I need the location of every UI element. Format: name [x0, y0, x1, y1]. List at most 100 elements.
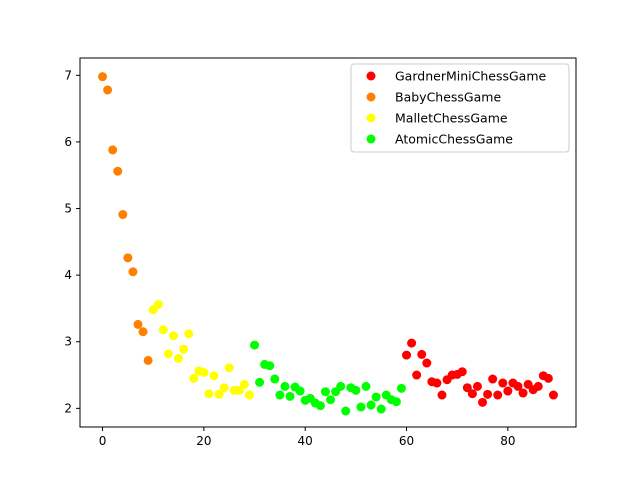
legend-label: AtomicChessGame [395, 132, 513, 147]
data-point [320, 387, 330, 397]
data-point [533, 381, 543, 391]
axes: 0 20 40 60 80 2 3 4 5 6 7 [64, 57, 577, 448]
legend-item: GardnerMiniChessGame [366, 69, 546, 84]
data-point [488, 374, 498, 384]
data-point [219, 383, 229, 393]
y-tick-label: 2 [64, 401, 72, 415]
data-point [498, 378, 508, 388]
data-point [214, 389, 224, 399]
data-point [143, 355, 153, 365]
data-point [478, 397, 488, 407]
data-point [417, 349, 427, 359]
data-point [376, 404, 386, 414]
legend-item: MalletChessGame [366, 111, 508, 126]
data-point [462, 383, 472, 393]
legend: GardnerMiniChessGame BabyChessGame MalletC… [350, 63, 570, 153]
data-point [189, 373, 199, 383]
series-0 [402, 338, 558, 407]
data-point [179, 344, 189, 354]
data-point [250, 340, 260, 350]
data-point [265, 361, 275, 371]
data-point [432, 378, 442, 388]
data-point [351, 385, 361, 395]
data-point [396, 383, 406, 393]
y-tick-label: 5 [64, 202, 72, 216]
y-tick-label: 6 [64, 135, 72, 149]
legend-label: MalletChessGame [395, 111, 508, 126]
data-point [391, 397, 401, 407]
data-point [113, 166, 123, 176]
data-point [138, 327, 148, 337]
data-point [467, 389, 477, 399]
data-point [158, 325, 168, 335]
data-point [255, 377, 265, 387]
legend-label: BabyChessGame [395, 90, 501, 105]
data-point [513, 381, 523, 391]
data-point [336, 381, 346, 391]
data-point [239, 379, 249, 389]
data-point [412, 370, 422, 380]
data-point [103, 85, 113, 95]
x-tick-label: 0 [99, 434, 107, 448]
data-point [315, 401, 325, 411]
data-point [174, 353, 184, 363]
data-point [285, 391, 295, 401]
data-point [108, 145, 118, 155]
legend-marker [366, 92, 376, 102]
series-3 [250, 340, 406, 416]
data-point [371, 392, 381, 402]
data-point [422, 358, 432, 368]
series-2 [148, 299, 254, 400]
y-tick-label: 3 [64, 335, 72, 349]
data-point [366, 400, 376, 410]
data-point [98, 72, 108, 82]
data-point [280, 381, 290, 391]
legend-marker [366, 113, 376, 123]
data-point [295, 386, 305, 396]
data-point [184, 329, 194, 339]
data-point [123, 253, 133, 263]
data-point [133, 319, 143, 329]
x-tick-label: 80 [500, 434, 515, 448]
data-point [244, 390, 254, 400]
data-point [209, 371, 219, 381]
data-point [548, 390, 558, 400]
data-point [437, 390, 447, 400]
data-point [118, 210, 128, 220]
data-point [224, 363, 234, 373]
plot-frame [79, 57, 577, 428]
data-point [153, 299, 163, 309]
legend-box [350, 63, 570, 153]
data-point [204, 389, 214, 399]
data-point [543, 373, 553, 383]
data-point [356, 402, 366, 412]
data-point [128, 267, 138, 277]
data-point [503, 386, 513, 396]
data-point [361, 381, 371, 391]
y-tick-label: 4 [64, 268, 72, 282]
data-point [518, 388, 528, 398]
data-point [270, 374, 280, 384]
data-point [341, 406, 351, 416]
data-point [275, 390, 285, 400]
x-tick-label: 60 [399, 434, 414, 448]
data-point [457, 367, 467, 377]
x-tick-label: 20 [196, 434, 211, 448]
data-point [199, 367, 209, 377]
data-points [98, 72, 558, 416]
legend-marker [366, 134, 376, 144]
data-point [168, 331, 178, 341]
data-point [407, 338, 417, 348]
legend-marker [366, 71, 376, 81]
data-point [493, 390, 503, 400]
x-tick-label: 40 [298, 434, 313, 448]
legend-item: AtomicChessGame [366, 132, 513, 147]
series-1 [98, 72, 153, 365]
data-point [326, 395, 336, 405]
data-point [402, 350, 412, 360]
legend-item: BabyChessGame [366, 90, 501, 105]
data-point [234, 385, 244, 395]
data-point [163, 349, 173, 359]
y-tick-label: 7 [64, 68, 72, 82]
